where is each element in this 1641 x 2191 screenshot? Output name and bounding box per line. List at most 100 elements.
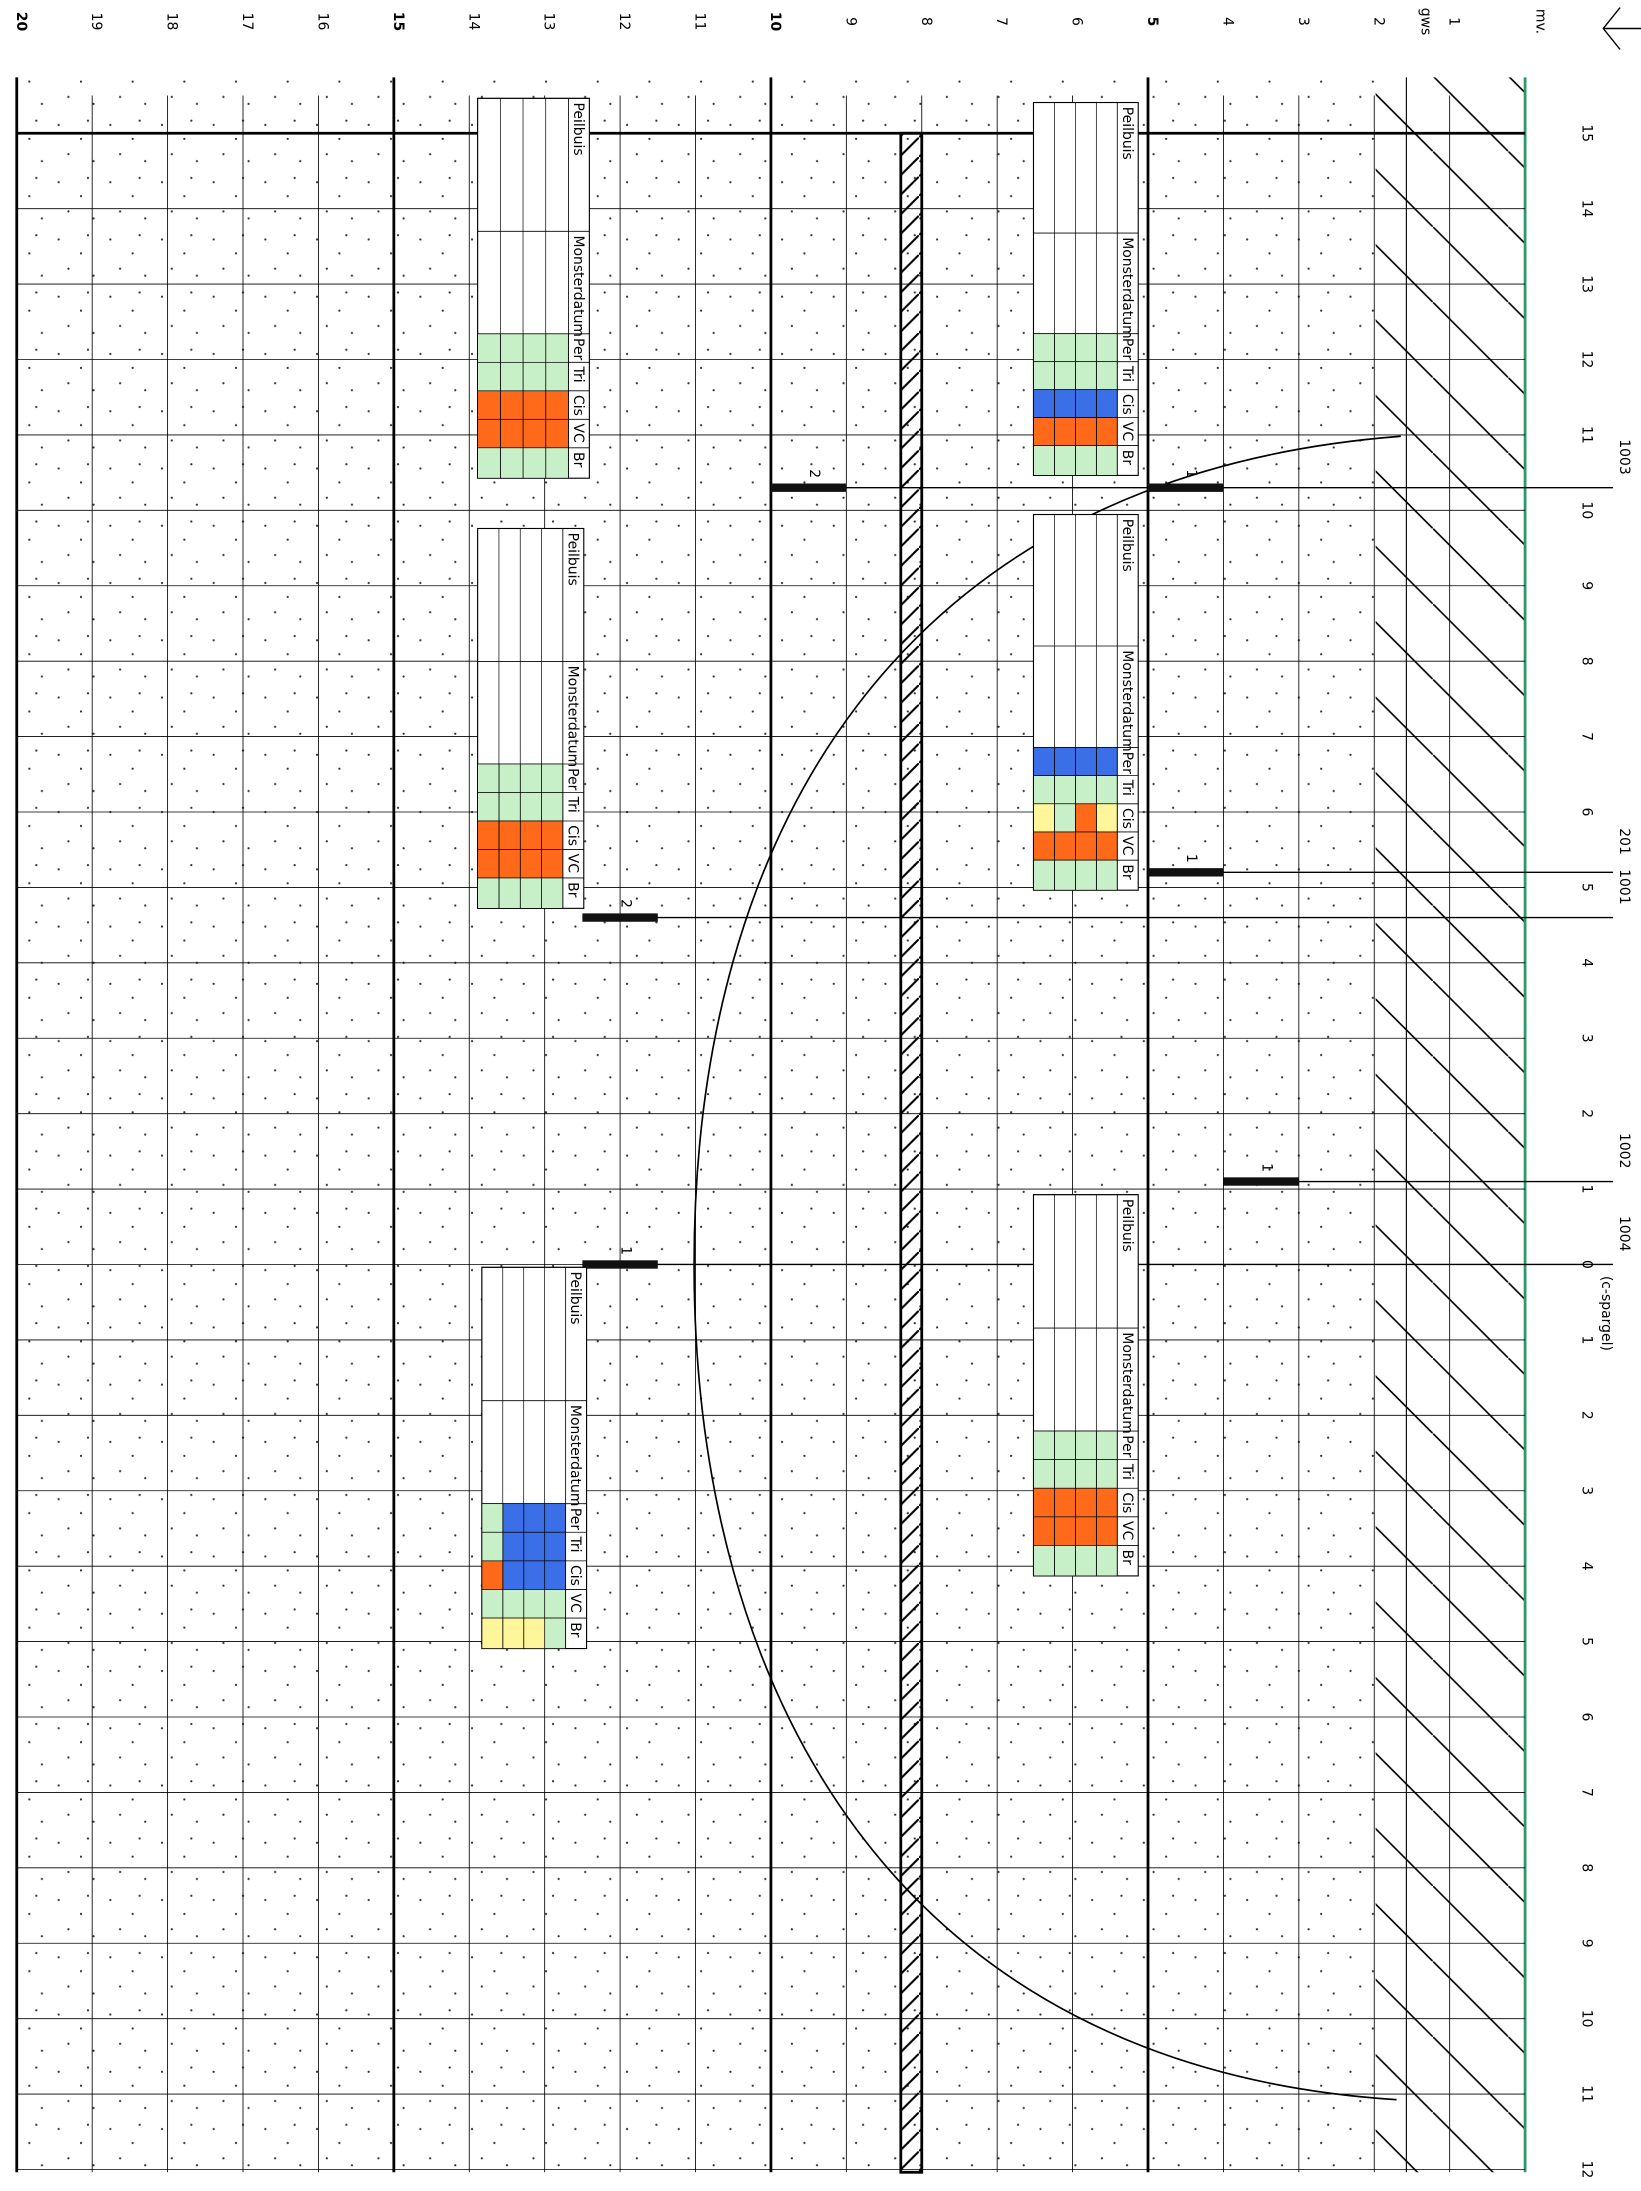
- table-cell: [1095, 417, 1118, 446]
- filter: [582, 913, 658, 922]
- table-cell: [1033, 775, 1055, 805]
- table-cell: [1095, 1459, 1118, 1489]
- table-header: Monsterdatum: [570, 235, 586, 337]
- position-tick-label: 12: [1578, 351, 1594, 369]
- table-cell: [523, 1503, 546, 1533]
- table-cell: [1033, 747, 1055, 776]
- table-cell: [481, 1503, 504, 1533]
- table-cell: [1033, 831, 1055, 861]
- position-tick-label: 1: [1578, 1335, 1594, 1344]
- table-cell: [1075, 831, 1097, 861]
- table-header: Peilbuis: [567, 1271, 583, 1324]
- position-tick-label: 3: [1578, 1034, 1594, 1043]
- sand: [16, 77, 1376, 2173]
- table-header: Tri: [1119, 365, 1135, 382]
- sheet-wall: [899, 131, 924, 2174]
- depth-tick-label: 3: [1295, 17, 1311, 26]
- table-header: Br: [567, 1622, 583, 1638]
- position-tick-label: 14: [1578, 200, 1594, 218]
- table-cell: [1095, 831, 1118, 861]
- filter-label: 1: [1259, 1163, 1275, 1172]
- table-header: Monsterdatum: [1119, 1332, 1135, 1434]
- table-cell: [1054, 1545, 1076, 1577]
- table-cell: [1075, 1487, 1097, 1518]
- table-cell: [1095, 1487, 1118, 1518]
- depth-tick-label: 10: [767, 12, 783, 32]
- position-tick-label: 9: [1578, 1939, 1594, 1948]
- sparge-label: (c-spargel): [1598, 1276, 1614, 1351]
- boring-label: 1003: [1616, 439, 1632, 475]
- depth-tick-label: 19: [88, 13, 104, 31]
- table-cell: [499, 418, 524, 449]
- table-header: VC: [1119, 836, 1135, 855]
- depth-tick-label: 15: [390, 12, 406, 31]
- table-cell: [522, 333, 547, 363]
- table-header: Peilbuis: [1119, 1199, 1135, 1252]
- table-cell: [1054, 831, 1076, 861]
- table-cell: [519, 849, 542, 879]
- table-header: Per: [564, 768, 580, 791]
- table-cell: [1095, 361, 1118, 390]
- table-cell: [519, 877, 542, 909]
- table-cell: [519, 820, 542, 850]
- table-cell: [502, 1503, 525, 1533]
- table-header: VC: [567, 1594, 583, 1613]
- table-cell: [545, 361, 569, 392]
- table-cell: [481, 1589, 504, 1619]
- boring-label: 201: [1616, 828, 1632, 855]
- table-header: Cis: [567, 1565, 583, 1586]
- gws-label: gws: [1418, 8, 1434, 36]
- table-cell: [523, 1531, 546, 1562]
- filter-label: 1: [1183, 854, 1199, 863]
- table-cell: [1075, 775, 1097, 805]
- table-cell: [1095, 389, 1118, 418]
- table-header: Tri: [1119, 779, 1135, 796]
- table-cell: [523, 1589, 546, 1619]
- depth-tick-label: 1: [1446, 17, 1462, 26]
- depth-tick-label: 13: [541, 13, 557, 31]
- table-header: Br: [1119, 1550, 1135, 1566]
- table-cell: [499, 333, 524, 363]
- table-cell: [1033, 1430, 1055, 1460]
- table-cell: [545, 447, 569, 479]
- origin-label: mv.: [1532, 9, 1548, 34]
- table-header: Br: [570, 452, 586, 468]
- position-tick-label: 7: [1578, 1788, 1594, 1797]
- table-header: Cis: [1119, 808, 1135, 829]
- table-cell: [1033, 333, 1055, 363]
- table-cell: [541, 763, 564, 793]
- table-cell: [1054, 859, 1076, 891]
- table-header: Peilbuis: [564, 533, 580, 586]
- table-cell: [502, 1560, 525, 1590]
- table-cell: [522, 418, 547, 449]
- table-cell: [544, 1560, 566, 1590]
- table-cell: [519, 792, 542, 822]
- table-cell: [1095, 1545, 1118, 1577]
- boring-label: 1004: [1616, 1216, 1632, 1252]
- position-tick-label: 2: [1578, 1411, 1594, 1420]
- filter: [1148, 483, 1224, 492]
- table-cell: [544, 1589, 566, 1619]
- table-cell: [1075, 859, 1097, 891]
- table-cell: [1075, 747, 1097, 776]
- table-header: Monsterdatum: [1119, 237, 1135, 339]
- filter: [582, 1260, 658, 1269]
- table-cell: [477, 333, 501, 363]
- position-tick-label: 1: [1578, 1185, 1594, 1194]
- filter: [1223, 1177, 1299, 1186]
- table-cell: [498, 820, 521, 850]
- table-cell: [1033, 1516, 1055, 1546]
- depth-tick-label: 2: [1370, 17, 1386, 26]
- table-header: Cis: [570, 395, 586, 416]
- table-cell: [477, 877, 500, 909]
- table-header: Per: [1119, 338, 1135, 361]
- table-header: Monsterdatum: [567, 1405, 583, 1507]
- table-cell: [481, 1531, 504, 1562]
- table-header: Br: [1119, 864, 1135, 880]
- depth-tick-label: 6: [1069, 17, 1085, 26]
- table-header: VC: [1119, 422, 1135, 441]
- table-cell: [1095, 747, 1118, 776]
- depth-tick-label: 7: [993, 17, 1009, 26]
- table-cell: [1075, 1516, 1097, 1546]
